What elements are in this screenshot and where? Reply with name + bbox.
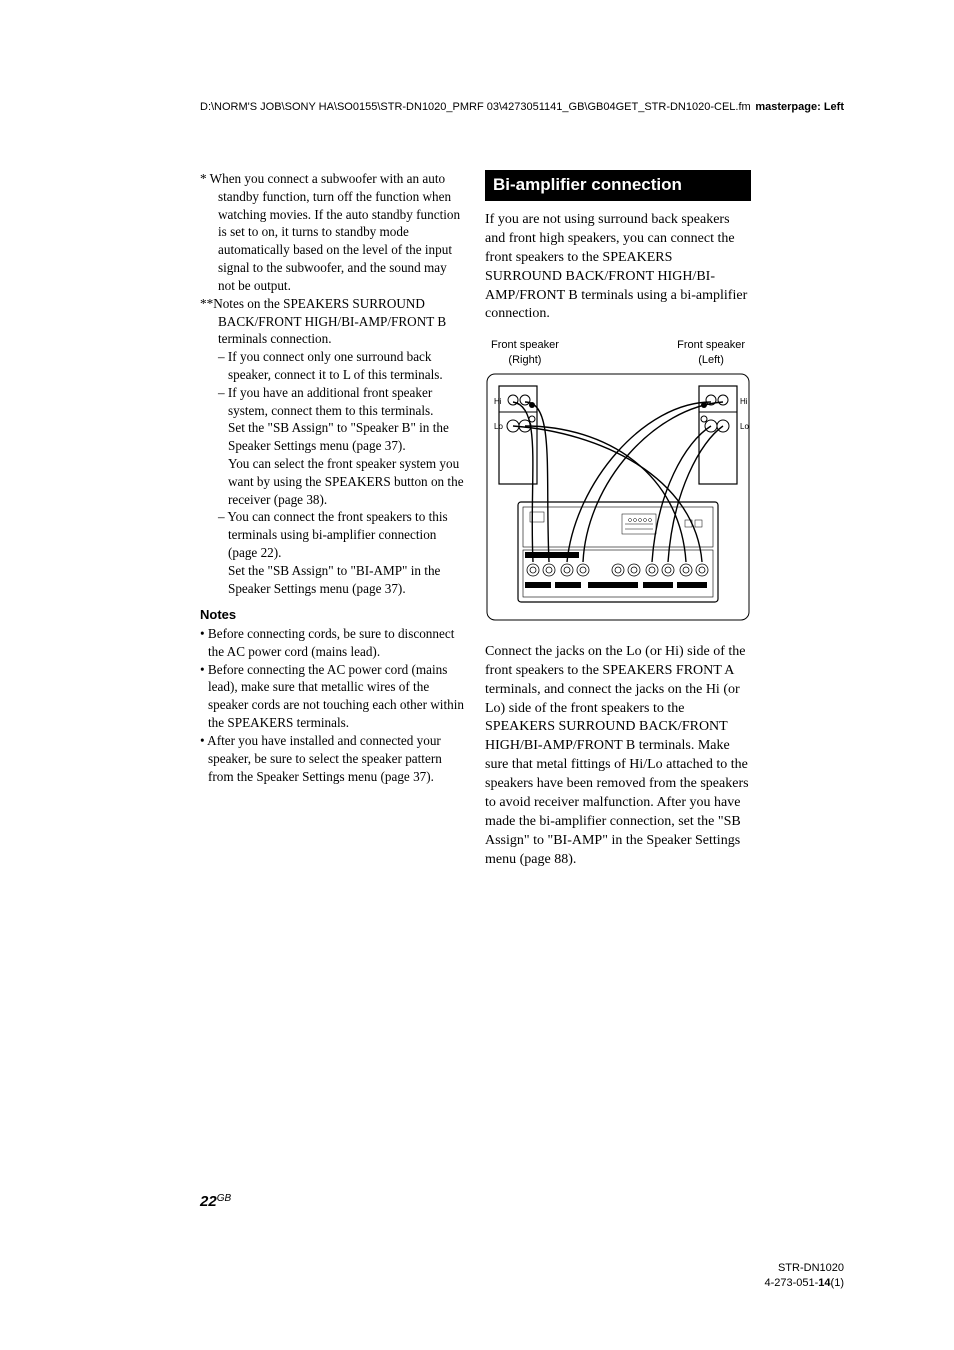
notes-heading: Notes bbox=[200, 606, 466, 624]
note-disconnect-cord: • Before connecting cords, be sure to di… bbox=[200, 625, 466, 661]
left-column: * When you connect a subwoofer with an a… bbox=[200, 170, 466, 785]
connection-diagram: Front speaker(Right) Front speaker(Left) bbox=[485, 338, 751, 629]
diagram-label-left-speaker: Front speaker(Left) bbox=[677, 338, 745, 368]
diag-lo-right: Lo bbox=[740, 422, 749, 431]
intro-paragraph: If you are not using surround back speak… bbox=[485, 211, 751, 324]
footer-info: STR-DN1020 4-273-051-14(1) bbox=[764, 1261, 844, 1290]
header-file-path: D:\NORM'S JOB\SONY HA\SO0155\STR-DN1020_… bbox=[200, 100, 770, 114]
diag-hi-right: Hi bbox=[740, 397, 748, 406]
body-paragraph: Connect the jacks on the Lo (or Hi) side… bbox=[485, 643, 751, 870]
footer-code-post: (1) bbox=[831, 1277, 844, 1289]
page-number: 22GB bbox=[200, 1192, 231, 1212]
footer-code-bold: 14 bbox=[818, 1277, 830, 1289]
header-masterpage: masterpage: Left bbox=[755, 100, 844, 115]
section-title: Bi-amplifier connection bbox=[485, 170, 751, 201]
footer-model: STR-DN1020 bbox=[778, 1262, 844, 1274]
diagram-svg: Hi Lo Hi Lo bbox=[485, 372, 751, 622]
diag-lo-left: Lo bbox=[494, 422, 503, 431]
note-wires-touching: • Before connecting the AC power cord (m… bbox=[200, 661, 466, 732]
right-column: Bi-amplifier connection If you are not u… bbox=[485, 170, 751, 870]
sublist-additional-front: – If you have an additional front speake… bbox=[200, 384, 466, 420]
sublist-speakers-button: You can select the front speaker system … bbox=[200, 455, 466, 508]
footnote-terminals: **Notes on the SPEAKERS SURROUND BACK/FR… bbox=[200, 295, 466, 348]
sublist-biamp-connect: – You can connect the front speakers to … bbox=[200, 508, 466, 561]
footer-code-pre: 4-273-051- bbox=[764, 1277, 818, 1289]
sublist-sb-assign-biamp: Set the "SB Assign" to "BI-AMP" in the S… bbox=[200, 562, 466, 598]
note-speaker-pattern: • After you have installed and connected… bbox=[200, 732, 466, 785]
diag-hi-left: Hi bbox=[494, 397, 502, 406]
sublist-one-surround: – If you connect only one surround back … bbox=[200, 348, 466, 384]
diagram-label-right-speaker: Front speaker(Right) bbox=[491, 338, 559, 368]
footnote-auto-standby: * When you connect a subwoofer with an a… bbox=[200, 170, 466, 295]
sublist-sb-assign-b: Set the "SB Assign" to "Speaker B" in th… bbox=[200, 419, 466, 455]
